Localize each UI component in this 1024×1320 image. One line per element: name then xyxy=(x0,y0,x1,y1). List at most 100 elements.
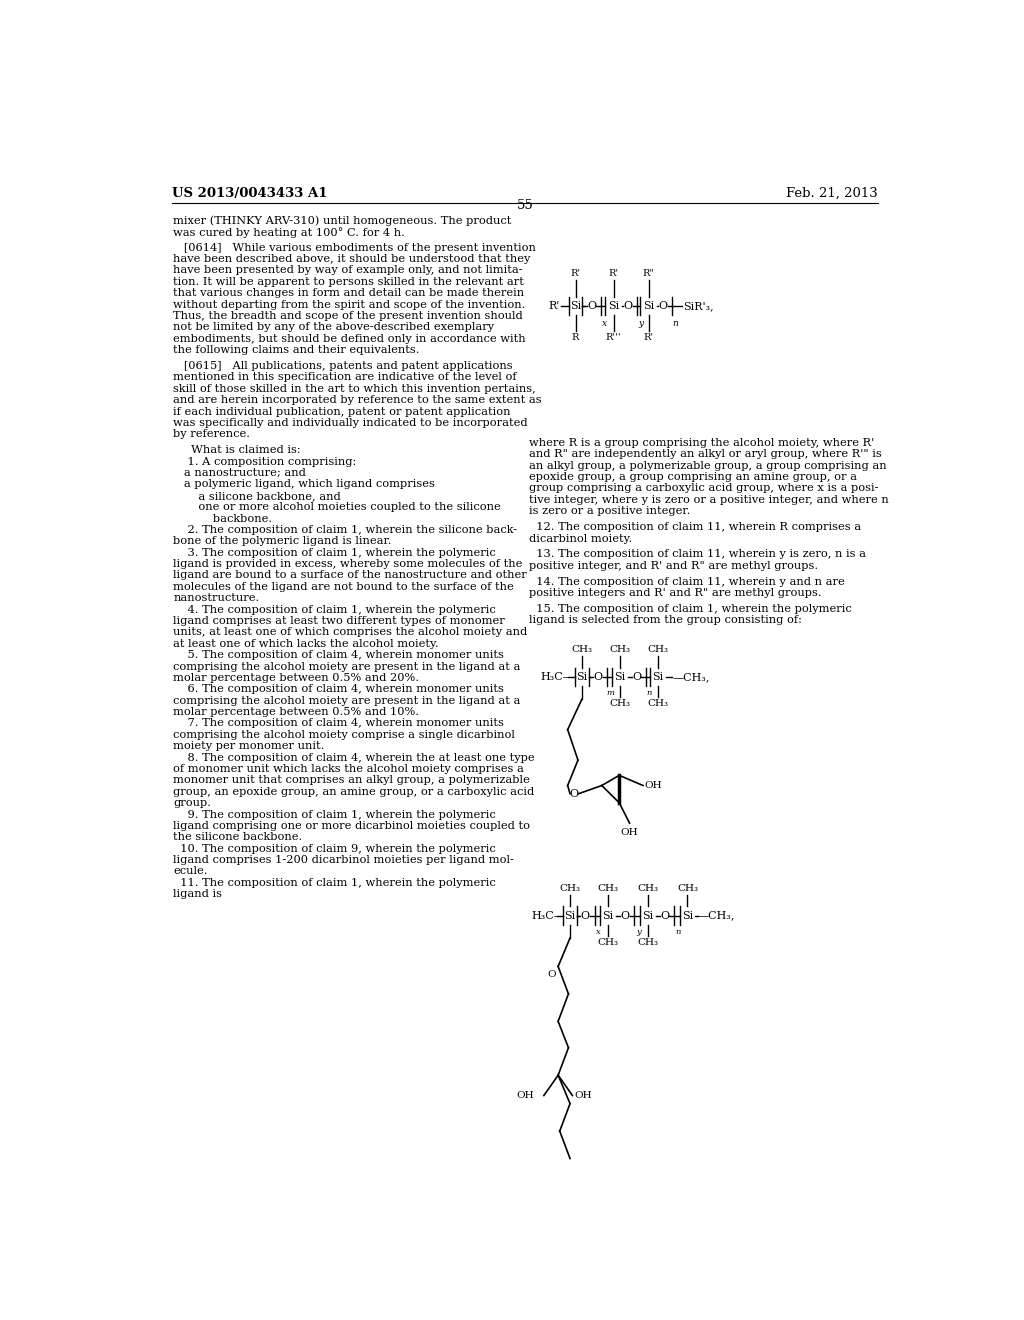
Text: R': R' xyxy=(608,269,618,279)
Text: Thus, the breadth and scope of the present invention should: Thus, the breadth and scope of the prese… xyxy=(173,312,523,321)
Text: units, at least one of which comprises the alcohol moiety and: units, at least one of which comprises t… xyxy=(173,627,527,638)
Text: O: O xyxy=(548,970,556,979)
Text: R''': R''' xyxy=(606,333,622,342)
Text: molar percentage between 0.5% and 10%.: molar percentage between 0.5% and 10%. xyxy=(173,708,419,717)
Text: m: m xyxy=(606,689,614,697)
Text: tion. It will be apparent to persons skilled in the relevant art: tion. It will be apparent to persons ski… xyxy=(173,277,524,286)
Text: Si: Si xyxy=(577,672,588,681)
Text: Si: Si xyxy=(642,911,653,920)
Text: H₃C—: H₃C— xyxy=(531,911,565,920)
Text: OH: OH xyxy=(517,1092,535,1100)
Text: 9. The composition of claim 1, wherein the polymeric: 9. The composition of claim 1, wherein t… xyxy=(173,809,496,820)
Text: the silicone backbone.: the silicone backbone. xyxy=(173,833,302,842)
Text: [0615]   All publications, patents and patent applications: [0615] All publications, patents and pat… xyxy=(173,362,513,371)
Text: x: x xyxy=(596,928,601,936)
Text: R": R" xyxy=(643,269,654,279)
Text: ligand is: ligand is xyxy=(173,890,222,899)
Text: 15. The composition of claim 1, wherein the polymeric: 15. The composition of claim 1, wherein … xyxy=(528,605,852,614)
Text: positive integer, and R' and R" are methyl groups.: positive integer, and R' and R" are meth… xyxy=(528,561,818,570)
Text: one or more alcohol moieties coupled to the silicone: one or more alcohol moieties coupled to … xyxy=(173,502,501,512)
Text: R': R' xyxy=(570,269,581,279)
Text: 8. The composition of claim 4, wherein the at least one type: 8. The composition of claim 4, wherein t… xyxy=(173,752,535,763)
Text: Si: Si xyxy=(608,301,620,310)
Text: 3. The composition of claim 1, wherein the polymeric: 3. The composition of claim 1, wherein t… xyxy=(173,548,496,558)
Text: at least one of which lacks the alcohol moiety.: at least one of which lacks the alcohol … xyxy=(173,639,439,649)
Text: O: O xyxy=(587,301,596,310)
Text: R': R' xyxy=(549,301,560,310)
Text: 5. The composition of claim 4, wherein monomer units: 5. The composition of claim 4, wherein m… xyxy=(173,651,504,660)
Text: CH₃: CH₃ xyxy=(647,700,669,708)
Text: CH₃: CH₃ xyxy=(637,884,658,894)
Text: O: O xyxy=(569,788,579,799)
Text: that various changes in form and detail can be made therein: that various changes in form and detail … xyxy=(173,288,524,298)
Text: ligand comprising one or more dicarbinol moieties coupled to: ligand comprising one or more dicarbinol… xyxy=(173,821,530,830)
Text: was specifically and individually indicated to be incorporated: was specifically and individually indica… xyxy=(173,418,527,428)
Text: by reference.: by reference. xyxy=(173,429,250,440)
Text: 10. The composition of claim 9, wherein the polymeric: 10. The composition of claim 9, wherein … xyxy=(173,843,496,854)
Text: CH₃: CH₃ xyxy=(609,700,631,708)
Text: n: n xyxy=(647,689,652,697)
Text: Si: Si xyxy=(652,672,664,681)
Text: nanostructure.: nanostructure. xyxy=(173,593,259,603)
Text: mentioned in this specification are indicative of the level of: mentioned in this specification are indi… xyxy=(173,372,517,383)
Text: SiR'₃,: SiR'₃, xyxy=(684,301,714,310)
Text: and are herein incorporated by reference to the same extent as: and are herein incorporated by reference… xyxy=(173,395,542,405)
Text: O: O xyxy=(593,672,602,681)
Text: group.: group. xyxy=(173,799,211,808)
Text: 11. The composition of claim 1, wherein the polymeric: 11. The composition of claim 1, wherein … xyxy=(173,878,496,888)
Text: OH: OH xyxy=(621,828,638,837)
Text: n: n xyxy=(675,928,681,936)
Text: O: O xyxy=(658,301,668,310)
Text: —CH₃,: —CH₃, xyxy=(673,672,710,681)
Text: US 2013/0043433 A1: US 2013/0043433 A1 xyxy=(172,187,327,199)
Text: 6. The composition of claim 4, wherein monomer units: 6. The composition of claim 4, wherein m… xyxy=(173,684,504,694)
Text: y: y xyxy=(636,928,641,936)
Text: O: O xyxy=(659,911,669,920)
Text: Feb. 21, 2013: Feb. 21, 2013 xyxy=(786,187,878,199)
Text: ligand is selected from the group consisting of:: ligand is selected from the group consis… xyxy=(528,615,802,626)
Text: group comprising a carboxylic acid group, where x is a posi-: group comprising a carboxylic acid group… xyxy=(528,483,879,494)
Text: R': R' xyxy=(643,333,653,342)
Text: 13. The composition of claim 11, wherein y is zero, n is a: 13. The composition of claim 11, wherein… xyxy=(528,549,865,560)
Text: CH₃: CH₃ xyxy=(598,884,618,894)
Text: molar percentage between 0.5% and 20%.: molar percentage between 0.5% and 20%. xyxy=(173,673,419,682)
Text: O: O xyxy=(581,911,590,920)
Text: CH₃: CH₃ xyxy=(559,884,581,894)
Text: molecules of the ligand are not bound to the surface of the: molecules of the ligand are not bound to… xyxy=(173,582,514,591)
Text: ligand are bound to a surface of the nanostructure and other: ligand are bound to a surface of the nan… xyxy=(173,570,527,581)
Text: [0614]   While various embodiments of the present invention: [0614] While various embodiments of the … xyxy=(173,243,537,252)
Text: O: O xyxy=(621,911,630,920)
Text: moiety per monomer unit.: moiety per monomer unit. xyxy=(173,742,325,751)
Text: a silicone backbone, and: a silicone backbone, and xyxy=(173,491,341,500)
Text: O: O xyxy=(632,672,641,681)
Text: if each individual publication, patent or patent application: if each individual publication, patent o… xyxy=(173,407,511,417)
Text: ecule.: ecule. xyxy=(173,866,208,876)
Text: dicarbinol moiety.: dicarbinol moiety. xyxy=(528,533,632,544)
Text: CH₃: CH₃ xyxy=(609,645,631,655)
Text: the following claims and their equivalents.: the following claims and their equivalen… xyxy=(173,345,420,355)
Text: Si: Si xyxy=(643,301,654,310)
Text: epoxide group, a group comprising an amine group, or a: epoxide group, a group comprising an ami… xyxy=(528,473,857,482)
Text: a polymeric ligand, which ligand comprises: a polymeric ligand, which ligand compris… xyxy=(173,479,435,490)
Text: CH₃: CH₃ xyxy=(598,939,618,946)
Text: is zero or a positive integer.: is zero or a positive integer. xyxy=(528,506,690,516)
Text: have been described above, it should be understood that they: have been described above, it should be … xyxy=(173,253,530,264)
Text: CH₃: CH₃ xyxy=(647,645,669,655)
Text: a nanostructure; and: a nanostructure; and xyxy=(173,469,306,478)
Text: OH: OH xyxy=(574,1092,592,1100)
Text: comprising the alcohol moiety comprise a single dicarbinol: comprising the alcohol moiety comprise a… xyxy=(173,730,515,741)
Text: where R is a group comprising the alcohol moiety, where R': where R is a group comprising the alcoho… xyxy=(528,438,874,447)
Text: x: x xyxy=(602,319,607,327)
Text: Si: Si xyxy=(614,672,626,681)
Text: Si: Si xyxy=(602,911,613,920)
Text: comprising the alcohol moiety are present in the ligand at a: comprising the alcohol moiety are presen… xyxy=(173,661,520,672)
Text: Si: Si xyxy=(682,911,693,920)
Text: group, an epoxide group, an amine group, or a carboxylic acid: group, an epoxide group, an amine group,… xyxy=(173,787,535,797)
Text: have been presented by way of example only, and not limita-: have been presented by way of example on… xyxy=(173,265,523,276)
Text: What is claimed is:: What is claimed is: xyxy=(173,445,301,455)
Text: backbone.: backbone. xyxy=(173,513,272,524)
Text: without departing from the spirit and scope of the invention.: without departing from the spirit and sc… xyxy=(173,300,525,310)
Text: was cured by heating at 100° C. for 4 h.: was cured by heating at 100° C. for 4 h. xyxy=(173,227,406,238)
Text: Si: Si xyxy=(564,911,575,920)
Text: H₃C—: H₃C— xyxy=(541,672,574,681)
